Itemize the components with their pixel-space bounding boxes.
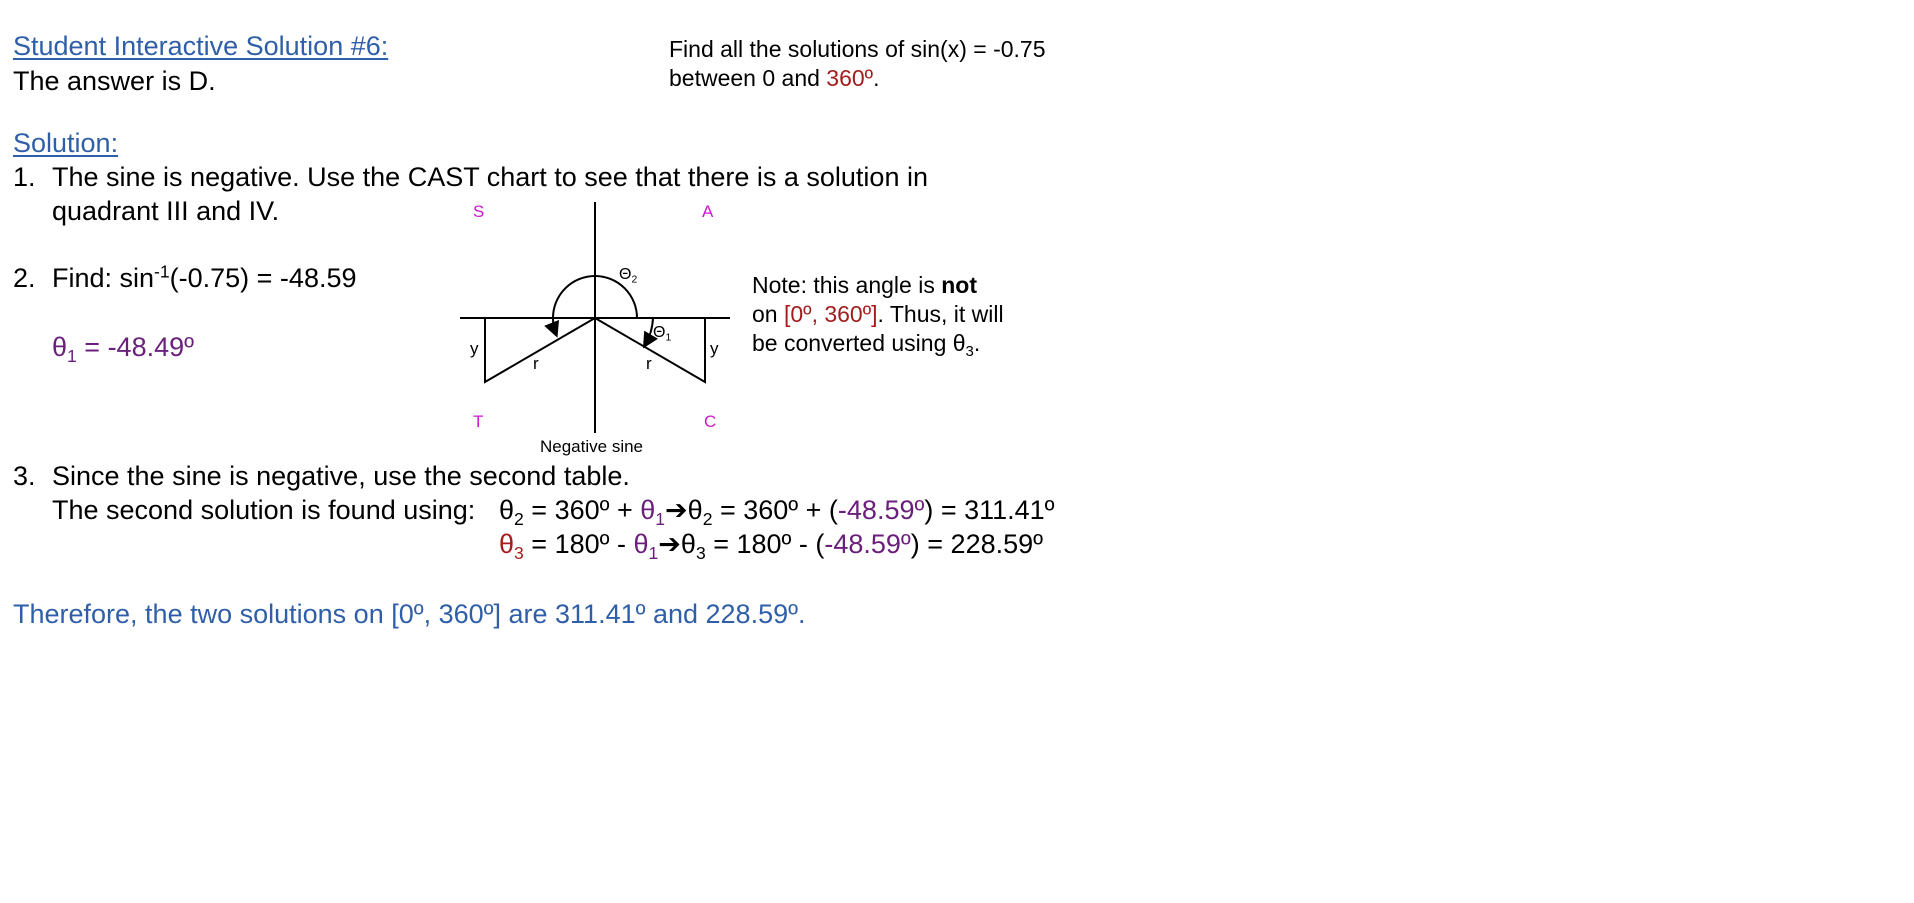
conclusion-text: Therefore, the two solutions on [0º, 360… — [13, 599, 806, 629]
theta-symbol: θ — [640, 495, 656, 525]
page-title[interactable]: Student Interactive Solution #6: — [13, 31, 389, 61]
theta-symbol: θ — [680, 529, 696, 559]
side-label-r-left: r — [533, 354, 539, 373]
arrow-icon: ➔ — [665, 495, 688, 525]
equation-text: = 180º - ( — [705, 529, 825, 559]
equation-result: ) = 311.41º — [924, 495, 1055, 525]
problem-period: . — [873, 65, 880, 91]
quadrant-label-c: C — [704, 412, 717, 431]
theta-subscript: 2 — [514, 509, 524, 530]
theta-subscript: 1 — [67, 346, 77, 367]
theta-subscript: 3 — [695, 543, 706, 564]
theta-subscript: 3 — [514, 543, 524, 564]
equation-result: ) = 228.59º — [910, 529, 1044, 559]
inverse-exponent: -1 — [154, 261, 170, 282]
step-2: 2. Find: sin-1(-0.75) = -48.59 — [13, 263, 357, 294]
note-line-3: be converted using θ3. — [752, 330, 981, 361]
step-3-line-2: The second solution is found using: — [52, 495, 476, 525]
theta-subscript: 1 — [648, 543, 659, 564]
equation-theta2: θ2 = 360º + θ1➔θ2 = 360º + (-48.59º) = 3… — [499, 495, 1055, 530]
side-label-r-right: r — [646, 354, 652, 373]
theta1-value: -48.59º — [837, 495, 925, 525]
theta-symbol: θ — [499, 529, 515, 559]
theta-symbol: θ — [687, 495, 703, 525]
theta1-label: Θ1 — [653, 324, 672, 344]
quadrant-label-a: A — [702, 202, 714, 221]
note-text: . — [973, 330, 981, 356]
note-text: Note: this angle is — [752, 272, 942, 298]
note-text: on — [752, 301, 784, 327]
note-interval: [0º, 360º] — [783, 301, 878, 327]
step-2-find-result: (-0.75) = -48.59 — [169, 263, 357, 293]
note-text: . Thus, it will — [877, 301, 1004, 327]
quadrant-label-s: S — [473, 202, 485, 221]
answer-text: The answer is D. — [13, 66, 216, 96]
theta-symbol: Θ — [619, 266, 632, 283]
theta2-label: Θ2 — [619, 266, 638, 286]
note-emphasis: not — [941, 272, 977, 298]
note-text: be converted using θ — [752, 330, 966, 356]
step-2-find-label: Find: sin — [52, 263, 155, 293]
step-3-line-1: Since the sine is negative, use the seco… — [52, 461, 630, 491]
step-number: 3. — [13, 461, 36, 491]
problem-line-2: between 0 and 360º. — [669, 65, 879, 92]
side-label-y-right: y — [710, 339, 719, 358]
theta2-arc — [544, 275, 638, 338]
diagram-caption: Negative sine — [540, 437, 644, 456]
theta1-value: θ1 = -48.49º — [52, 332, 194, 367]
theta1-arc — [642, 317, 658, 349]
step-1: 1. The sine is negative. Use the CAST cha… — [13, 162, 928, 193]
theta-subscript: 2 — [702, 509, 713, 530]
problem-upper-bound: 360º — [826, 65, 874, 91]
problem-text: between 0 and — [669, 65, 827, 91]
equation-theta3: θ3 = 180º - θ1➔θ3 = 180º - (-48.59º) = 2… — [499, 529, 1044, 564]
theta-symbol: θ — [52, 332, 68, 362]
note-line-2: on [0º, 360º]. Thus, it will — [752, 301, 1004, 328]
triangle-quadrant-3 — [484, 317, 596, 384]
step-1-line-1: The sine is negative. Use the CAST chart… — [52, 162, 928, 192]
theta1-number: = -48.49º — [76, 332, 194, 362]
theta-subscript: 2 — [631, 274, 638, 286]
step-number: 2. — [13, 263, 36, 293]
theta1-value: -48.59º — [824, 529, 911, 559]
theta-symbol: θ — [633, 529, 649, 559]
equation-text: = 360º + — [523, 495, 641, 525]
problem-line-1: Find all the solutions of sin(x) = -0.75 — [669, 36, 1046, 62]
quadrant-label-t: T — [473, 412, 484, 431]
theta-symbol: Θ — [653, 324, 666, 341]
solution-heading[interactable]: Solution: — [13, 128, 119, 158]
step-1-line-2: quadrant III and IV. — [52, 196, 280, 226]
theta-subscript: 1 — [665, 332, 672, 344]
step-number: 1. — [13, 162, 36, 192]
note-line-1: Note: this angle is not — [752, 272, 977, 299]
step-3: 3. Since the sine is negative, use the se… — [13, 461, 630, 492]
equation-text: = 180º - — [523, 529, 634, 559]
triangle-quadrant-4 — [594, 317, 706, 384]
theta-symbol: θ — [499, 495, 515, 525]
equation-text: = 360º + ( — [712, 495, 838, 525]
side-label-y-left: y — [470, 339, 479, 358]
theta-subscript: 1 — [655, 509, 666, 530]
arrow-icon: ➔ — [658, 529, 681, 559]
theta-subscript: 3 — [965, 343, 974, 361]
